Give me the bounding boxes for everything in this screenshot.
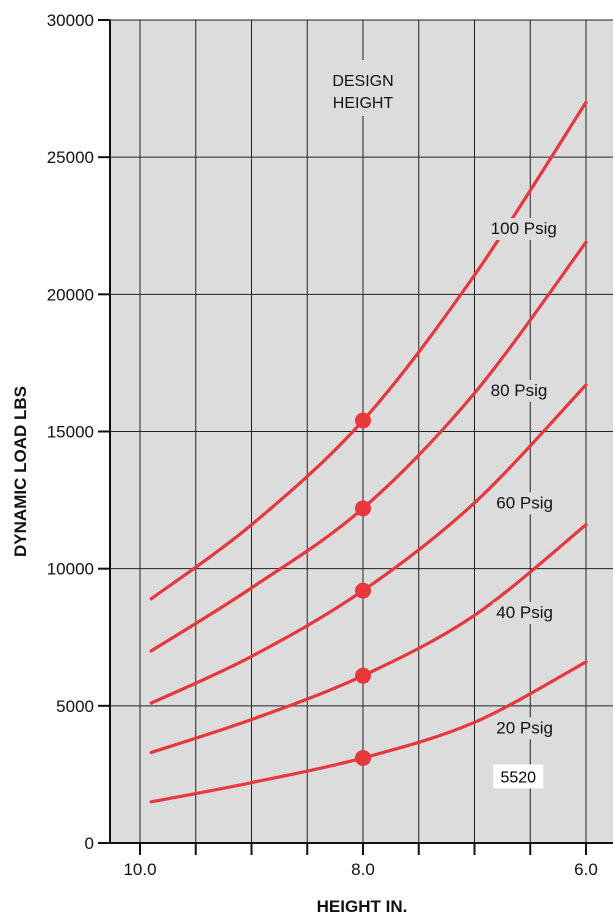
series-label-bg: [487, 379, 568, 402]
y-tick-label: 0: [85, 834, 94, 853]
x-tick-label: 10.0: [123, 860, 156, 879]
design-point-marker: [355, 582, 371, 599]
series-label: 60 Psig: [496, 493, 553, 512]
design-height-label-line2: HEIGHT: [333, 95, 394, 112]
y-tick-label: 20000: [47, 285, 94, 304]
series-label-bg: [493, 717, 574, 740]
design-points: [355, 412, 371, 766]
model-label-box: [493, 764, 544, 789]
design-point-marker: [355, 749, 371, 766]
design-height-label-line1: DESIGN: [332, 73, 393, 90]
model-label: 5520: [500, 769, 536, 786]
series-label-bg: [487, 217, 568, 240]
design-point-marker: [355, 667, 371, 684]
series-line: [149, 240, 588, 653]
y-tick-label: 30000: [47, 11, 94, 30]
design-point-marker: [355, 412, 371, 429]
y-axis-title: DYNAMIC LOAD LBS: [11, 386, 30, 557]
series-label: 80 Psig: [491, 381, 548, 400]
series-line: [149, 100, 588, 601]
axes: [98, 19, 613, 855]
design-height-label-bg: [325, 60, 401, 116]
series-label-bg: [493, 602, 574, 625]
series-label: 100 Psig: [491, 219, 557, 238]
x-axis-title: HEIGHT IN.: [317, 897, 408, 916]
series-label: 20 Psig: [496, 718, 553, 737]
series-label-bg: [493, 492, 574, 515]
y-tick-label: 15000: [47, 423, 94, 442]
labels: 0 5000 10000 15000 20000 25000 30000 10.0 8.0 6.0…: [47, 11, 598, 879]
design-point-marker: [355, 500, 371, 517]
grid: [110, 19, 613, 843]
y-tick-label: 25000: [47, 148, 94, 167]
series-label: 40 Psig: [496, 603, 553, 622]
y-tick-label: 5000: [56, 697, 94, 716]
x-tick-label: 6.0: [574, 860, 598, 879]
y-tick-label: 10000: [47, 560, 94, 579]
x-tick-label: 8.0: [351, 860, 375, 879]
